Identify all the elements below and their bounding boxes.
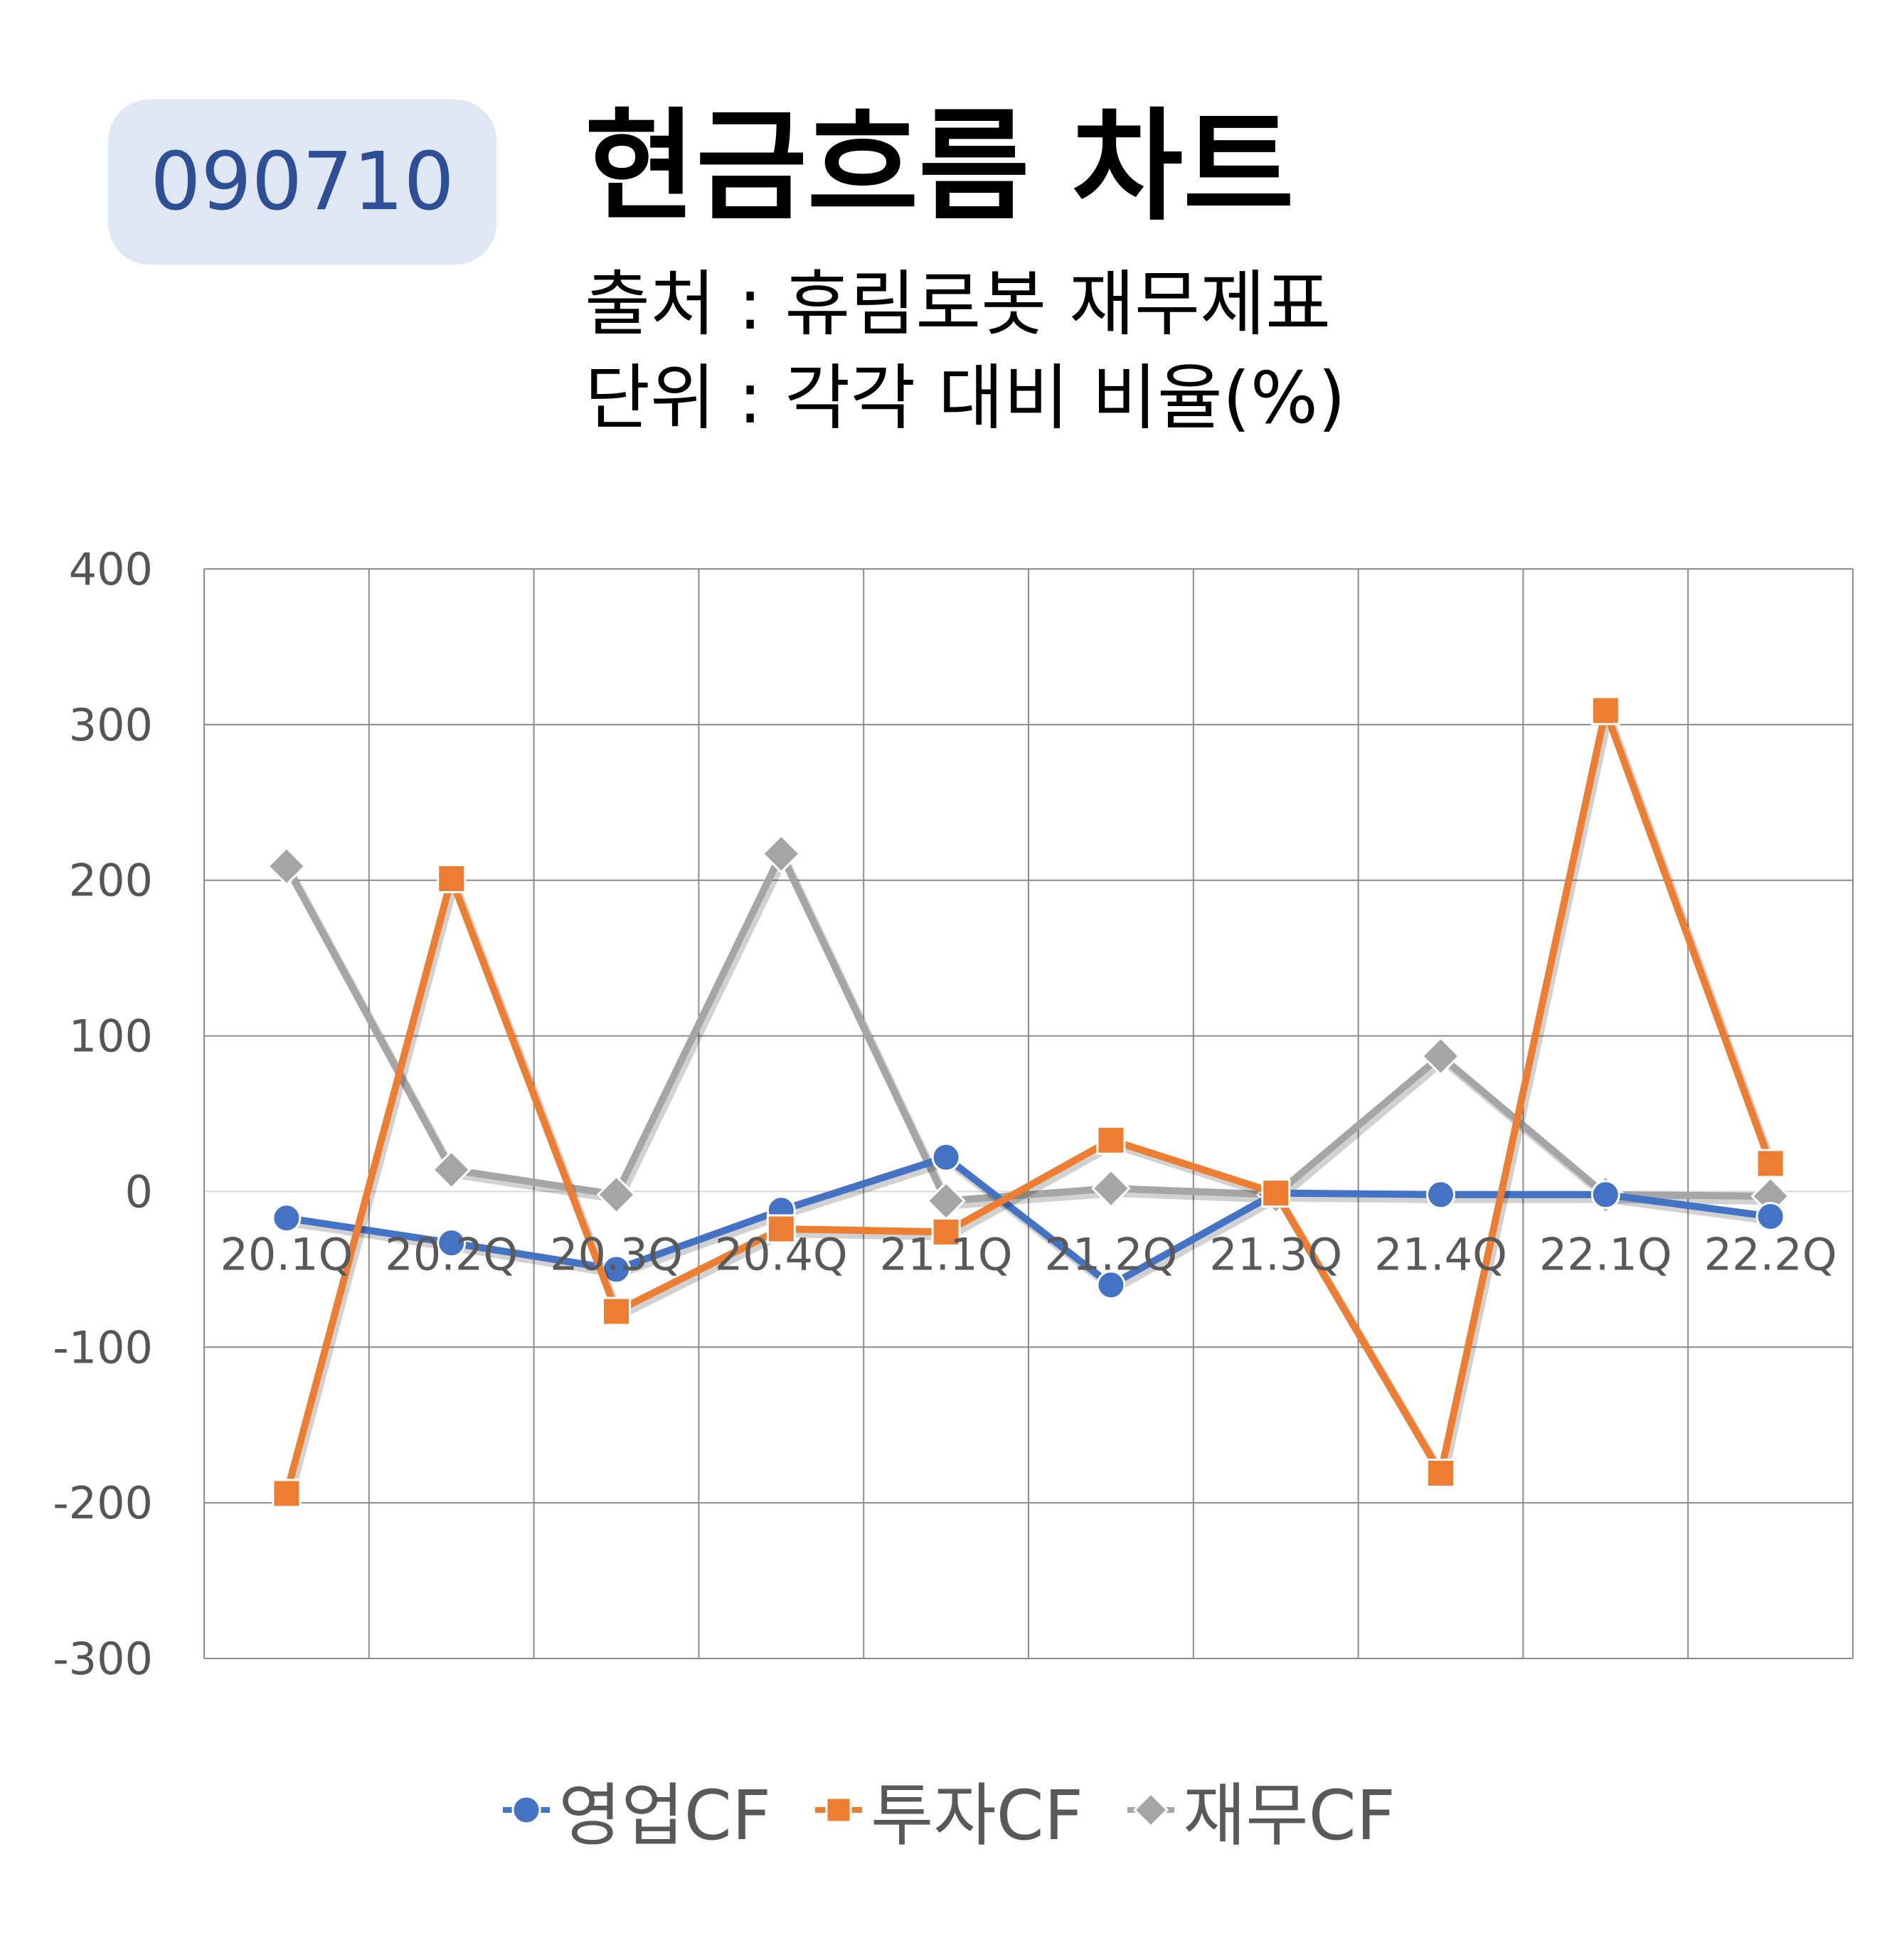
data-point (1426, 1180, 1455, 1210)
x-tick-label: 21.1Q (880, 1228, 1013, 1280)
y-tick-label: 400 (69, 543, 153, 595)
legend-label: 투자CF (871, 1776, 1083, 1855)
data-point (761, 833, 802, 874)
series-layer (267, 696, 1790, 1508)
chart-title: 현금흐름 차트 (585, 97, 1295, 238)
series-1 (272, 1142, 1785, 1300)
x-tick-label: 21.2Q (1044, 1228, 1177, 1280)
x-tick-label: 20.2Q (385, 1228, 518, 1280)
x-tick-label: 20.1Q (220, 1228, 353, 1280)
x-tick-label: 20.3Q (550, 1228, 683, 1280)
series-line (282, 850, 1775, 1205)
y-axis-ticks: 400 300 200 100 0 -100 -200 -300 (53, 543, 153, 1685)
data-point (1590, 1180, 1620, 1210)
data-point (926, 1181, 966, 1221)
data-point (931, 1142, 961, 1172)
data-point (272, 1479, 302, 1508)
diamond-marker-icon (1127, 1791, 1174, 1828)
data-point (1420, 1036, 1461, 1076)
data-point (1091, 1168, 1131, 1208)
unit-label: 단위 : 각각 대비 비율(%) (585, 356, 1346, 440)
legend-item-3: 재무CF (1126, 1760, 1396, 1859)
data-point (1096, 1270, 1126, 1300)
data-point (1426, 1459, 1455, 1488)
x-axis-ticks: 20.1Q 20.2Q 20.3Q 20.4Q 21.1Q 21.2Q 21.3Q 21.4Q… (220, 1228, 1837, 1280)
y-tick-label: -200 (53, 1477, 153, 1529)
source-label: 출처 : 휴림로봇 재무제표 (585, 262, 1332, 346)
data-point (267, 846, 307, 886)
data-point (272, 1203, 302, 1233)
data-point (1096, 1125, 1126, 1155)
data-point (1755, 1201, 1785, 1231)
data-point (1261, 1178, 1291, 1208)
circle-marker-icon (503, 1795, 551, 1824)
y-tick-label: 100 (69, 1011, 153, 1062)
data-point (602, 1296, 631, 1326)
y-tick-label: 0 (125, 1166, 153, 1218)
x-tick-label: 21.3Q (1209, 1228, 1342, 1280)
series-line (282, 707, 1775, 1498)
legend-item-2: 투자CF (814, 1760, 1083, 1859)
data-point (1755, 1149, 1785, 1178)
x-tick-label: 21.4Q (1374, 1228, 1507, 1280)
data-point (766, 1214, 796, 1244)
legend-label: 재무CF (1182, 1776, 1396, 1855)
legend-label: 영업CF (558, 1776, 772, 1855)
data-point (931, 1217, 961, 1247)
data-point (431, 1150, 472, 1190)
y-tick-label: -300 (53, 1633, 153, 1685)
series-2 (272, 696, 1785, 1508)
data-point (437, 1228, 467, 1258)
series-line (282, 1154, 1775, 1289)
data-point (1590, 696, 1620, 725)
stock-code-badge: 090710 (108, 100, 496, 265)
y-tick-label: 200 (69, 855, 153, 907)
series-line-shadow (285, 710, 1778, 1499)
y-tick-label: -100 (53, 1321, 153, 1373)
x-tick-label: 22.1Q (1539, 1228, 1672, 1280)
data-point (437, 864, 467, 894)
x-tick-label: 22.2Q (1704, 1228, 1837, 1280)
cashflow-line-chart: 400 300 200 100 0 -100 -200 -300 20.1Q 20.2Q 20.3… (53, 543, 1854, 1685)
legend: 영업CF 투자CF 재무CF (0, 1760, 1897, 1859)
x-tick-label: 20.4Q (715, 1228, 848, 1280)
y-tick-label: 300 (69, 699, 153, 751)
data-point (596, 1175, 637, 1215)
square-marker-icon (815, 1796, 863, 1823)
legend-item-1: 영업CF (501, 1760, 771, 1859)
